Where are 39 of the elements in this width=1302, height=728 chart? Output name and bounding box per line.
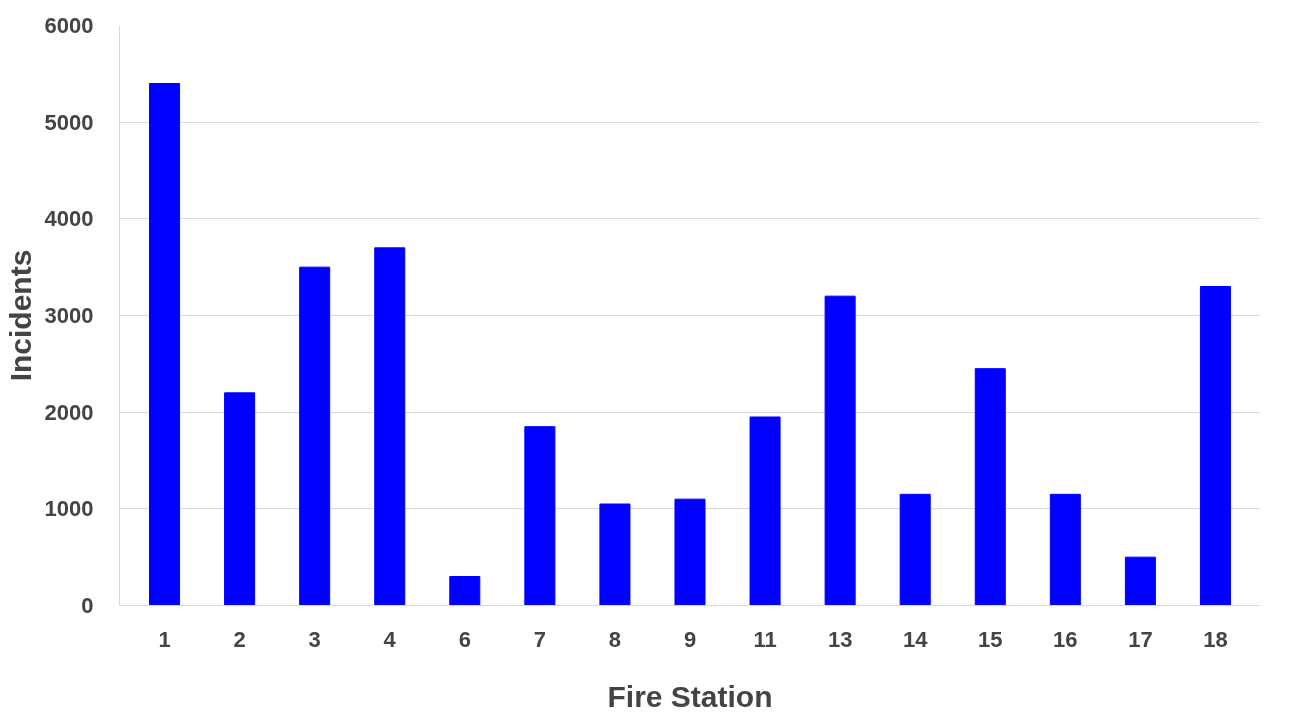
y-tick-label: 6000 xyxy=(44,13,94,38)
y-axis-title: Incidents xyxy=(3,249,37,382)
x-tick-label: 2 xyxy=(233,626,246,652)
x-axis-title: Fire Station xyxy=(607,679,773,713)
x-tick-label: 9 xyxy=(683,626,697,652)
bar xyxy=(674,498,706,606)
x-tick-label: 18 xyxy=(1203,626,1228,652)
bar xyxy=(749,416,781,606)
x-tick-label: 16 xyxy=(1053,626,1078,652)
bar xyxy=(599,503,631,606)
bar xyxy=(524,426,556,606)
y-tick-label: 4000 xyxy=(44,206,94,232)
bar xyxy=(449,576,481,606)
bar xyxy=(1049,493,1081,606)
y-tick-label: 0 xyxy=(81,593,94,618)
bar xyxy=(149,83,181,606)
x-tick-label: 11 xyxy=(753,626,777,652)
x-tick-label: 7 xyxy=(533,626,546,652)
y-tick-label: 2000 xyxy=(44,399,94,425)
x-tick-label: 4 xyxy=(383,626,397,652)
x-tick-label: 15 xyxy=(978,626,1003,652)
y-tick-label: 1000 xyxy=(44,496,94,522)
y-tick-label: 5000 xyxy=(44,109,94,135)
bar xyxy=(374,247,406,606)
bar xyxy=(1199,286,1231,606)
x-tick-label: 3 xyxy=(308,626,321,652)
x-tick-label: 14 xyxy=(902,626,929,652)
bar xyxy=(1124,556,1156,606)
x-tick-label: 1 xyxy=(158,626,171,652)
bar xyxy=(899,493,931,606)
bar xyxy=(974,368,1006,606)
bar xyxy=(824,295,856,606)
x-tick-label: 13 xyxy=(827,626,853,652)
bar xyxy=(224,392,256,606)
bar xyxy=(299,266,331,606)
x-tick-label: 17 xyxy=(1128,626,1153,652)
x-tick-label: 8 xyxy=(608,626,622,652)
y-tick-label: 3000 xyxy=(44,303,94,328)
x-tick-label: 6 xyxy=(458,626,471,652)
